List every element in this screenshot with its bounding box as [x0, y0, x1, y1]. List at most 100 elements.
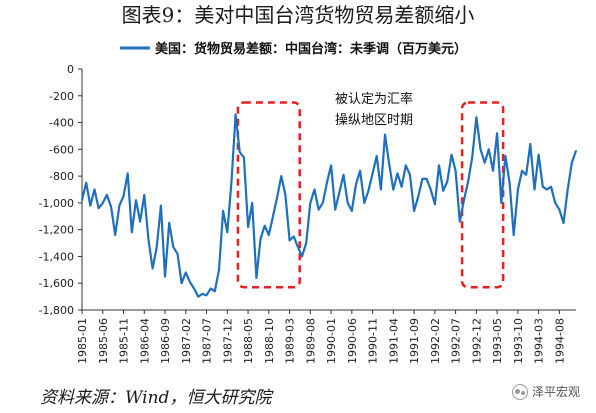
y-tick-label: -400 [49, 117, 74, 130]
y-tick-label: -200 [49, 90, 74, 103]
watermark: 泽平宏观 [511, 383, 580, 400]
data-point [467, 180, 469, 183]
data-point [276, 196, 278, 199]
chart-legend: 美国：货物贸易差额：中国台湾：未季调（百万美元） [120, 41, 467, 57]
data-point [118, 204, 121, 207]
data-point [355, 183, 357, 185]
data-point [197, 295, 199, 298]
annotation-line-1: 被认定为汇率 [335, 91, 413, 107]
data-point [259, 238, 262, 240]
data-point [512, 234, 515, 236]
data-point [93, 188, 96, 191]
legend-label: 美国：货物贸易差额：中国台湾：未季调（百万美元） [155, 41, 467, 57]
source-note: 资料来源：Wind，恒大研究院 [40, 388, 272, 408]
x-tick-label: 1992-07 [450, 318, 463, 364]
y-tick-label: -1,400 [39, 250, 74, 263]
x-tick-label: 1987-02 [180, 318, 193, 364]
data-point [446, 180, 449, 183]
x-tick-label: 1990-06 [346, 318, 359, 364]
x-tick-label: 1985-06 [97, 318, 110, 364]
y-tick-label: -600 [49, 143, 74, 156]
watermark-text: 泽平宏观 [531, 385, 580, 399]
data-point [429, 188, 432, 191]
data-point [342, 174, 345, 176]
data-point [558, 208, 561, 211]
data-point [305, 242, 308, 244]
data-point [521, 170, 523, 172]
data-point [255, 277, 258, 279]
data-point [164, 275, 166, 278]
x-tick-label: 1986-09 [159, 318, 172, 364]
data-point [155, 246, 158, 248]
data-point [160, 204, 162, 207]
data-point [313, 188, 316, 191]
data-point [483, 161, 486, 164]
data-point [317, 208, 320, 211]
data-point [147, 238, 150, 240]
data-point [326, 182, 328, 184]
data-point [251, 202, 253, 204]
data-point [537, 153, 540, 156]
figure-title: 图表9：美对中国台湾货物贸易差额缩小 [121, 3, 475, 27]
data-point [106, 194, 108, 196]
x-tick-label: 1990-11 [367, 318, 380, 364]
data-point [330, 164, 332, 167]
data-point [434, 203, 436, 205]
data-point [471, 156, 474, 159]
data-point [380, 188, 382, 191]
data-point [359, 170, 361, 172]
annotation-line-2: 操纵地区时期 [335, 112, 413, 128]
x-tick-label: 1989-03 [284, 318, 297, 364]
data-point [114, 234, 116, 236]
data-point [214, 290, 216, 293]
data-point [375, 155, 378, 157]
data-point [243, 156, 245, 159]
data-point [475, 116, 478, 118]
data-point [554, 202, 556, 204]
x-tick-label: 1987-12 [221, 318, 234, 364]
data-point [384, 133, 386, 136]
data-point [209, 287, 212, 290]
data-point [392, 188, 395, 191]
data-point [189, 281, 191, 283]
data-point [400, 186, 403, 188]
x-tick-label: 1985-11 [118, 318, 131, 364]
data-point [135, 199, 137, 201]
highlight-box [460, 101, 505, 289]
data-point [517, 188, 519, 191]
data-point [309, 202, 312, 204]
x-tick-label: 1993-10 [512, 318, 525, 364]
data-point [218, 269, 220, 271]
data-point [238, 151, 241, 153]
data-point [263, 224, 266, 227]
data-point [102, 202, 104, 204]
line-chart: 美国：货物贸易差额：中国台湾：未季调（百万美元） 0 -200 -400 -600 -8… [39, 41, 578, 364]
data-point [479, 148, 482, 151]
highlight-box [236, 101, 301, 289]
y-tick-label: -800 [49, 170, 74, 183]
data-point [222, 210, 224, 212]
x-tick-label: 1991-04 [387, 318, 400, 364]
data-point [562, 222, 565, 224]
data-point [131, 231, 133, 234]
data-point [417, 195, 420, 197]
data-point [566, 188, 569, 191]
x-tick-label: 1985-01 [76, 318, 89, 364]
data-point [371, 172, 374, 175]
data-point [268, 234, 270, 236]
x-tick-label: 1989-08 [304, 318, 317, 364]
data-point [168, 222, 170, 224]
data-point [185, 271, 187, 274]
series-line [80, 113, 578, 298]
data-point [322, 202, 324, 204]
data-point [292, 235, 295, 238]
data-point [542, 186, 544, 188]
data-point [351, 210, 353, 212]
y-tick-label: -1,000 [39, 197, 74, 210]
data-point [139, 220, 141, 223]
data-point [575, 149, 577, 152]
data-point [205, 294, 208, 297]
data-point [500, 202, 503, 204]
data-point [284, 194, 287, 196]
data-point [463, 199, 465, 201]
